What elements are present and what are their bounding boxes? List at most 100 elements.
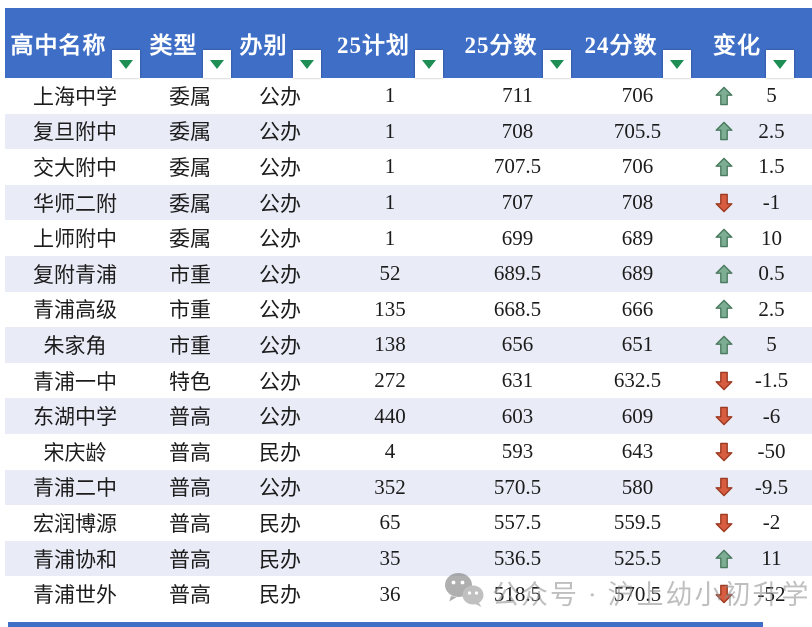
filter-dropdown-icon	[299, 59, 314, 69]
table-row: 宋庆龄 普高 民办 4 593 643 -50	[5, 434, 812, 470]
cell-plan-25: 35	[379, 546, 401, 571]
change-value: 2.5	[758, 118, 785, 143]
trend-down-arrow-icon	[715, 584, 732, 604]
change-value: 2.5	[758, 296, 785, 321]
cell-score-25: 536.5	[493, 546, 542, 571]
cell-score-24: 706	[621, 154, 654, 179]
cell-plan-25: 52	[379, 261, 401, 286]
filter-dropdown-icon	[209, 59, 224, 69]
table-row: 朱家角 市重 公办 138 656 651 5	[5, 327, 812, 363]
cell-ownership: 公办	[259, 227, 301, 252]
filter-dropdown-button[interactable]	[292, 50, 321, 78]
trend-up-arrow-icon	[715, 264, 732, 284]
filter-dropdown-button[interactable]	[415, 50, 443, 78]
filter-dropdown-icon	[422, 59, 436, 69]
column-header-score-24: 24分数	[580, 8, 695, 78]
change-value: -52	[757, 581, 786, 606]
cell-type: 委属	[169, 155, 211, 180]
cell-school-name: 交大附中	[33, 155, 117, 180]
cell-ownership: 民办	[259, 440, 301, 465]
table-row: 复附青浦 市重 公办 52 689.5 689 0.5	[5, 255, 812, 292]
column-header-school-name: 高中名称	[5, 8, 145, 78]
cell-change: 5	[695, 332, 812, 357]
filter-dropdown-button[interactable]	[662, 50, 691, 78]
cell-school-name: 青浦一中	[33, 369, 117, 394]
table-row: 上海中学 委属 公办 1 711 706 5	[5, 78, 812, 114]
table-row: 东湖中学 普高 公办 440 603 609 -6	[5, 398, 812, 434]
cell-score-24: 666	[621, 296, 654, 321]
trend-down-arrow-icon	[715, 193, 732, 212]
table-row: 交大附中 委属 公办 1 707.5 706 1.5	[5, 149, 812, 185]
column-header-label: 变化	[713, 33, 761, 58]
cell-ownership: 公办	[259, 298, 301, 323]
cell-type: 特色	[169, 369, 211, 394]
trend-down-arrow-icon	[715, 478, 732, 497]
cell-score-24: 559.5	[613, 510, 662, 535]
cell-plan-25: 138	[374, 332, 406, 357]
trend-up-arrow-icon	[715, 86, 732, 106]
cell-change: 2.5	[695, 119, 812, 144]
cell-type: 普高	[169, 547, 211, 572]
filter-dropdown-button[interactable]	[542, 50, 571, 78]
cell-ownership: 公办	[259, 262, 301, 287]
cell-school-name: 青浦世外	[33, 583, 117, 608]
cell-school-name: 复附青浦	[33, 262, 117, 287]
cell-school-name: 华师二附	[33, 191, 117, 216]
cell-score-24: 525.5	[613, 546, 662, 571]
column-header-label: 25计划	[337, 33, 410, 58]
cell-school-name: 上师附中	[33, 227, 117, 252]
column-header-label: 25分数	[464, 33, 538, 58]
cell-score-24: 705.5	[613, 118, 662, 143]
cell-type: 委属	[169, 227, 211, 252]
cell-school-name: 上海中学	[33, 84, 117, 109]
cell-ownership: 公办	[259, 191, 301, 216]
table-row: 宏润博源 普高 民办 65 557.5 559.5 -2	[5, 505, 812, 541]
cell-score-25: 708	[501, 118, 534, 143]
trend-down-arrow-icon	[715, 513, 732, 533]
filter-dropdown-button[interactable]	[202, 50, 231, 78]
cell-school-name: 青浦二中	[33, 476, 117, 501]
table-row: 复旦附中 委属 公办 1 708 705.5 2.5	[5, 113, 812, 150]
column-header-label: 24分数	[584, 33, 658, 58]
cell-change: 1.5	[695, 154, 812, 179]
cell-ownership: 公办	[259, 476, 301, 501]
cell-change: -1	[695, 190, 812, 215]
cell-change: -2	[695, 510, 812, 535]
cell-change: -1.5	[695, 368, 812, 393]
trend-down-arrow-icon	[715, 371, 732, 390]
cell-change: 2.5	[695, 297, 812, 322]
trend-down-arrow-icon	[715, 442, 732, 462]
trend-up-arrow-icon	[715, 228, 732, 248]
next-table-header-edge	[8, 622, 763, 627]
cell-score-24: 570.5	[613, 581, 662, 606]
cell-change: -52	[695, 582, 812, 607]
cell-type: 市重	[169, 333, 211, 358]
cell-plan-25: 1	[384, 83, 396, 108]
change-value: -1	[762, 190, 781, 215]
change-value: 5	[766, 83, 777, 108]
cell-ownership: 民办	[259, 583, 301, 608]
cell-change: 0.5	[695, 261, 812, 286]
cell-type: 市重	[169, 298, 211, 323]
filter-dropdown-button[interactable]	[111, 50, 140, 78]
filter-dropdown-icon	[118, 59, 133, 69]
cell-score-24: 632.5	[613, 368, 662, 393]
cell-ownership: 公办	[259, 333, 301, 358]
change-value: -2	[762, 510, 781, 535]
cell-plan-25: 4	[384, 439, 396, 464]
filter-dropdown-icon	[669, 59, 684, 69]
cell-school-name: 宏润博源	[33, 511, 117, 536]
table-header-row: 高中名称 类型 办别 25计划 25分数 24分数 变化	[5, 8, 812, 78]
cell-score-24: 643	[621, 439, 654, 464]
cell-plan-25: 1	[384, 118, 396, 143]
cell-score-25: 593	[501, 439, 534, 464]
cell-ownership: 公办	[259, 405, 301, 430]
column-header-score-25: 25分数	[455, 8, 580, 78]
table-body: 上海中学 委属 公办 1 711 706 5 复旦附中 委属 公办 1 708 …	[5, 78, 812, 612]
filter-dropdown-button[interactable]	[766, 50, 794, 78]
cell-plan-25: 1	[384, 154, 396, 179]
cell-plan-25: 135	[374, 296, 406, 321]
cell-change: 10	[695, 226, 812, 251]
change-value: -1.5	[754, 368, 789, 393]
cell-type: 普高	[169, 476, 211, 501]
